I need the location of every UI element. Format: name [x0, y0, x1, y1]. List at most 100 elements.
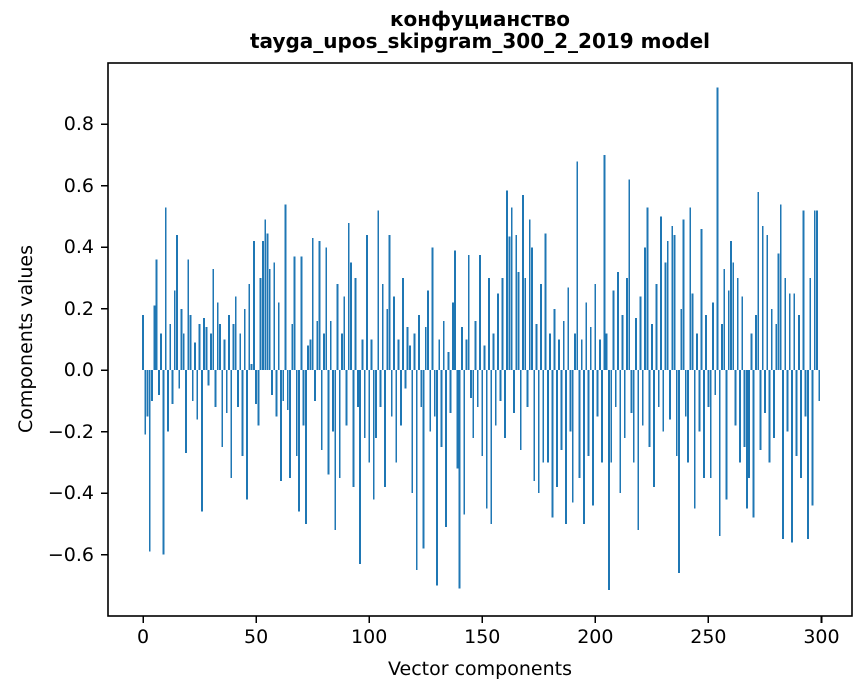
bar-component-159: [501, 278, 504, 371]
bar-component-203: [601, 370, 604, 463]
bar-component-287: [791, 370, 793, 543]
bar-component-281: [777, 253, 780, 371]
bar-component-191: [574, 333, 576, 371]
bar-component-190: [571, 370, 574, 503]
bar-component-252: [712, 302, 714, 371]
bar-component-176: [540, 284, 542, 371]
bar-component-77: [316, 321, 319, 371]
bar-component-211: [619, 370, 622, 494]
bar-component-38: [228, 314, 230, 371]
bar-component-201: [596, 370, 599, 417]
bar-component-92: [350, 262, 353, 371]
bar-component-269: [750, 333, 753, 371]
bar-component-27: [203, 317, 206, 371]
bar-component-132: [440, 370, 443, 448]
bar-component-130: [436, 370, 438, 586]
bar-component-45: [243, 308, 246, 371]
bar-component-74: [309, 339, 312, 371]
bar-component-223: [646, 207, 649, 371]
bar-component-241: [687, 370, 689, 463]
bar-component-185: [560, 370, 563, 451]
bar-component-2: [146, 370, 149, 417]
bar-component-225: [650, 324, 653, 371]
bar-component-139: [456, 370, 459, 469]
bar-component-112: [395, 370, 398, 463]
bar-component-194: [580, 339, 583, 371]
chart-title-line1: конфуцианство: [389, 7, 570, 31]
bar-component-253: [714, 370, 717, 395]
plot-spines: [107, 62, 853, 617]
chart-title: конфуцианство tayga_upos_skipgram_300_2_…: [250, 8, 710, 52]
bar-component-5: [153, 305, 156, 371]
y-tick-label-−0.4: −0.4: [47, 482, 94, 505]
x-tick-label-50: 50: [244, 626, 269, 648]
bar-component-226: [653, 370, 656, 487]
bar-component-188: [567, 287, 570, 371]
bar-component-174: [535, 324, 538, 371]
bar-component-129: [433, 370, 436, 417]
bar-component-68: [295, 370, 298, 457]
bar-component-263: [736, 278, 739, 371]
bar-component-102: [372, 370, 375, 500]
bar-component-33: [216, 302, 219, 371]
bar-component-157: [497, 293, 499, 371]
bar-component-202: [598, 339, 601, 371]
bar-component-46: [246, 370, 248, 500]
bar-component-213: [623, 370, 626, 438]
bar-component-248: [702, 370, 705, 478]
bar-component-42: [237, 370, 239, 408]
bar-component-10: [164, 207, 167, 371]
x-tick-label-200: 200: [577, 626, 614, 648]
bar-component-44: [241, 370, 244, 457]
bar-component-209: [614, 370, 617, 408]
bar-component-205: [605, 333, 608, 371]
bar-component-146: [472, 370, 475, 438]
bar-component-230: [662, 370, 665, 432]
bar-component-178: [544, 233, 547, 371]
x-tick-label-150: 150: [464, 626, 501, 648]
bar-component-143: [465, 339, 468, 371]
bar-component-21: [189, 314, 192, 371]
bar-component-158: [499, 370, 502, 401]
bar-component-246: [698, 370, 701, 432]
bar-component-234: [671, 225, 674, 371]
bar-component-276: [766, 235, 769, 371]
bar-component-36: [223, 339, 226, 371]
bar-component-13: [171, 370, 174, 405]
bar-component-116: [404, 370, 407, 389]
bar-component-137: [451, 302, 454, 371]
x-tick-label-250: 250: [690, 626, 727, 648]
bar-component-272: [757, 192, 760, 371]
bar-component-249: [705, 314, 708, 371]
chart-title-line2: tayga_upos_skipgram_300_2_2019 model: [250, 29, 710, 53]
bar-component-90: [345, 370, 348, 426]
bar-component-148: [476, 370, 479, 408]
bar-component-153: [488, 278, 490, 371]
bar-component-31: [212, 268, 215, 371]
bar-component-199: [592, 370, 594, 506]
bar-component-103: [375, 370, 377, 438]
bar-component-172: [531, 247, 533, 371]
bar-component-180: [549, 333, 552, 371]
bar-component-65: [289, 370, 291, 478]
bar-component-214: [626, 278, 628, 371]
bar-component-181: [551, 370, 554, 518]
bar-component-242: [689, 207, 692, 371]
bar-component-286: [788, 293, 791, 371]
bar-component-162: [508, 236, 511, 371]
bar-component-134: [445, 370, 447, 527]
bar-component-196: [585, 302, 588, 371]
y-tick-label-0.6: 0.6: [63, 174, 94, 197]
bar-component-289: [795, 370, 798, 457]
y-tick-label-0.8: 0.8: [63, 113, 94, 136]
bar-component-221: [641, 370, 644, 426]
bar-component-218: [635, 317, 637, 371]
bar-component-278: [770, 308, 773, 371]
bar-component-79: [320, 370, 323, 451]
bar-component-232: [666, 241, 669, 371]
bar-component-280: [775, 324, 778, 371]
bar-component-291: [800, 370, 803, 478]
bar-component-299: [818, 370, 821, 401]
bar-component-142: [463, 370, 466, 515]
